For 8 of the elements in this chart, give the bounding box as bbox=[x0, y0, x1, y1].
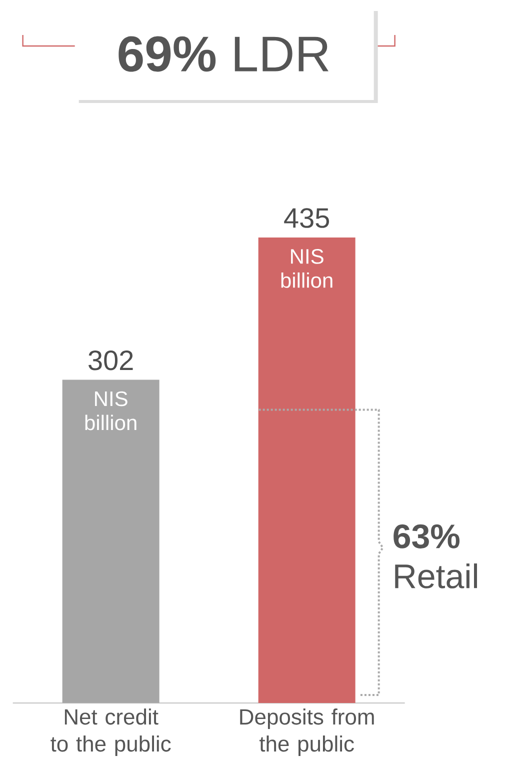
annotation: 63% Retail bbox=[394, 524, 478, 588]
annotation: NIS billion bbox=[85, 391, 136, 430]
data-label: 435 bbox=[284, 208, 330, 228]
chart-title: 69% LDR bbox=[118, 36, 329, 72]
x-tick-label: Net credit to the public bbox=[50, 708, 171, 756]
annotation: NIS billion bbox=[281, 249, 332, 288]
data-label: 302 bbox=[88, 350, 133, 370]
x-tick-label: Deposits from the public bbox=[240, 708, 374, 756]
